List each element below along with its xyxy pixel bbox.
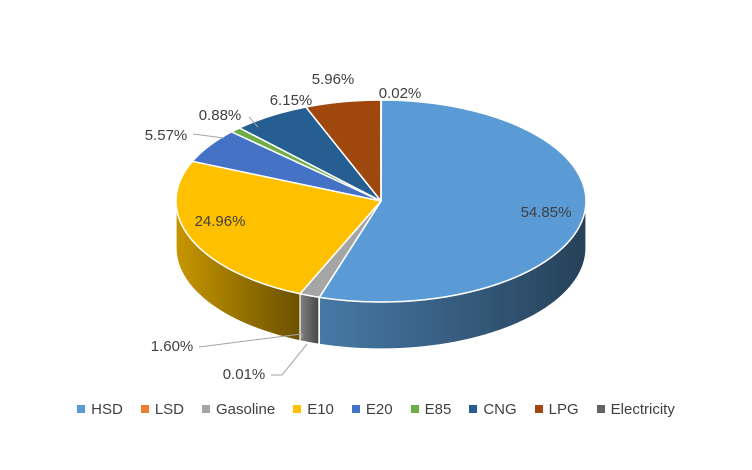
legend-item-cng: CNG xyxy=(469,401,516,418)
chart-legend: HSD LSD Gasoline E10 E20 E85 CNG LPG Electricity xyxy=(0,398,752,420)
legend-item-e10: E10 xyxy=(293,401,334,418)
legend-label-gasoline: Gasoline xyxy=(216,401,275,418)
data-label-gasoline: 1.60% xyxy=(151,338,194,355)
leader-line-electricity xyxy=(271,344,307,375)
data-label-e20: 5.57% xyxy=(145,127,188,144)
legend-item-e20: E20 xyxy=(352,401,393,418)
legend-label-lsd: LSD xyxy=(155,401,184,418)
legend-label-e10: E10 xyxy=(307,401,334,418)
legend-item-hsd: HSD xyxy=(77,401,123,418)
legend-item-gasoline: Gasoline xyxy=(202,401,275,418)
legend-swatch-lpg xyxy=(535,405,543,413)
legend-swatch-e20 xyxy=(352,405,360,413)
legend-label-electricity: Electricity xyxy=(611,401,675,418)
legend-swatch-gasoline xyxy=(202,405,210,413)
leader-line-gasoline xyxy=(199,334,302,347)
legend-item-electricity: Electricity xyxy=(597,401,675,418)
leader-line-e20 xyxy=(193,134,224,138)
data-label-electricity: 0.01% xyxy=(223,366,266,383)
legend-label-lpg: LPG xyxy=(549,401,579,418)
legend-swatch-e85 xyxy=(411,405,419,413)
legend-swatch-e10 xyxy=(293,405,301,413)
legend-label-cng: CNG xyxy=(483,401,516,418)
legend-item-lpg: LPG xyxy=(535,401,579,418)
legend-swatch-lsd xyxy=(141,405,149,413)
legend-label-e85: E85 xyxy=(425,401,452,418)
legend-item-e85: E85 xyxy=(411,401,452,418)
legend-label-hsd: HSD xyxy=(91,401,123,418)
data-label-cng: 6.15% xyxy=(270,92,313,109)
data-label-lpg: 5.96% xyxy=(312,71,355,88)
legend-label-e20: E20 xyxy=(366,401,393,418)
slice-electricity xyxy=(381,100,382,201)
legend-swatch-hsd xyxy=(77,405,85,413)
legend-swatch-electricity xyxy=(597,405,605,413)
data-label-lsd: 0.02% xyxy=(379,85,422,102)
data-label-hsd: 54.85% xyxy=(521,204,572,221)
slice-side-gasoline xyxy=(300,294,319,345)
data-label-e10: 24.96% xyxy=(195,213,246,230)
legend-item-lsd: LSD xyxy=(141,401,184,418)
data-label-e85: 0.88% xyxy=(199,107,242,124)
legend-swatch-cng xyxy=(469,405,477,413)
